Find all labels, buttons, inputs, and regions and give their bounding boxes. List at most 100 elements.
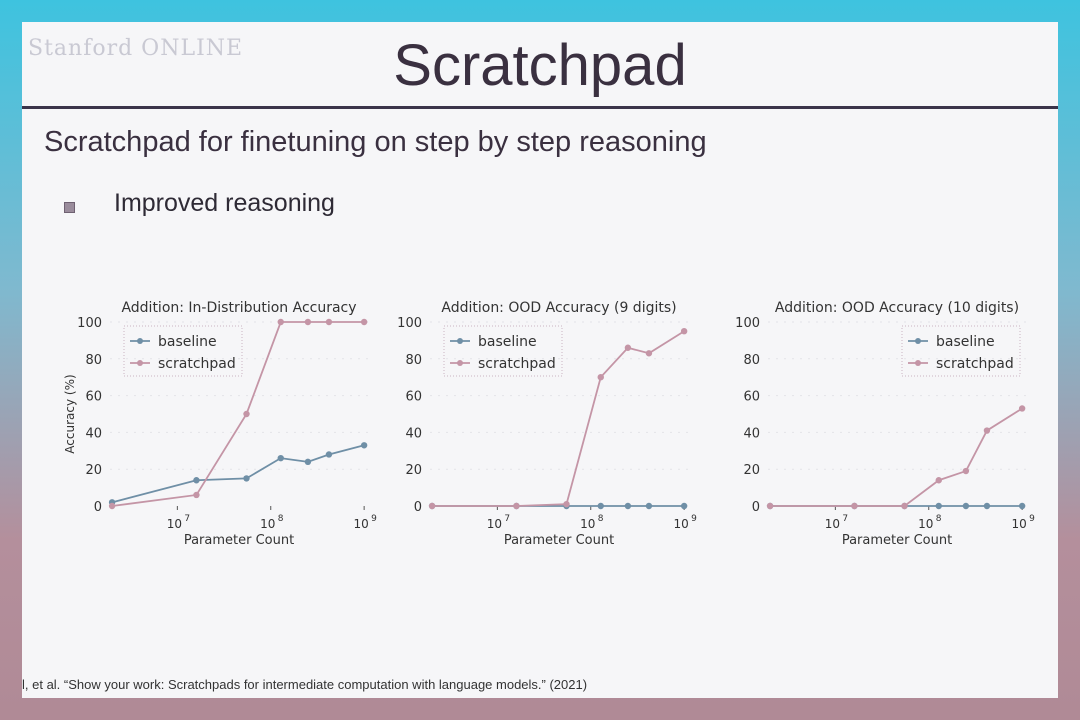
- legend-label-scratchpad: scratchpad: [478, 356, 556, 372]
- y-tick-label: 60: [743, 390, 760, 405]
- chart-svg: Addition: OOD Accuracy (9 digits) 0 20 40 60…: [397, 300, 697, 548]
- data-point-baseline: [624, 502, 632, 510]
- legend-marker-scratchpad: [915, 360, 921, 366]
- data-point-scratchpad: [360, 318, 368, 326]
- legend-marker-baseline: [457, 338, 463, 344]
- chart-svg: Addition: OOD Accuracy (10 digits) 0 20 40 6…: [735, 300, 1035, 548]
- x-tick-label: 10: [260, 517, 275, 531]
- data-point-baseline: [1018, 502, 1026, 510]
- chart-title: Addition: In-Distribution Accuracy: [121, 300, 356, 316]
- y-tick-label: 0: [414, 500, 422, 515]
- data-point-scratchpad: [962, 467, 970, 475]
- x-tick-label: 10: [487, 517, 502, 531]
- logo-text: Stanford ONLINE: [28, 36, 244, 61]
- y-tick-label: 0: [752, 500, 760, 515]
- x-tick-exponent: 7: [184, 514, 190, 524]
- data-point-baseline: [193, 477, 200, 484]
- series-line-scratchpad: [770, 407, 1023, 507]
- x-tick-exponent: 9: [691, 514, 697, 524]
- data-point-scratchpad: [851, 502, 858, 510]
- y-tick-label: 100: [77, 316, 102, 331]
- y-tick-label: 80: [743, 353, 760, 368]
- x-tick-exponent: 9: [1029, 514, 1035, 524]
- legend-marker-scratchpad: [457, 360, 463, 366]
- y-tick-label: 20: [743, 463, 760, 478]
- slide-title: Scratchpad: [393, 33, 687, 98]
- legend-label-baseline: baseline: [936, 334, 995, 350]
- legend-marker-baseline: [915, 338, 921, 344]
- series-line-scratchpad: [432, 330, 685, 507]
- y-tick-label: 40: [85, 426, 102, 441]
- data-point-scratchpad: [304, 318, 312, 326]
- legend-label-baseline: baseline: [478, 334, 537, 350]
- x-tick-label: 10: [167, 517, 182, 531]
- data-point-baseline: [935, 502, 942, 510]
- citation-footnote: l, et al. “Show your work: Scratchpads f…: [22, 677, 588, 692]
- chart-ood-10-digits: Addition: OOD Accuracy (10 digits) 0 20 40 6…: [728, 274, 1038, 559]
- chart-in-distribution: Addition: In-Distribution Accuracy 0 20 40 6…: [63, 274, 380, 559]
- slide: Stanford ONLINE Scratchpad Scratchpad fo…: [22, 22, 1058, 698]
- chart-ood-9-digits: Addition: OOD Accuracy (9 digits) 0 20 40 60…: [390, 274, 700, 559]
- y-tick-label: 80: [405, 353, 422, 368]
- x-tick-exponent: 8: [278, 514, 284, 524]
- data-point-scratchpad: [563, 500, 570, 508]
- bullet-square-icon: [64, 202, 75, 213]
- y-tick-label: 60: [85, 390, 102, 405]
- x-tick-label: 10: [353, 517, 368, 531]
- y-tick-label: 0: [94, 500, 102, 515]
- data-point-scratchpad: [1018, 405, 1026, 412]
- x-tick-label: 10: [673, 517, 688, 531]
- data-point-scratchpad: [597, 374, 604, 381]
- chart-svg: Addition: In-Distribution Accuracy 0 20 40 6…: [63, 300, 377, 548]
- x-tick-label: 10: [918, 517, 933, 531]
- chart-title: Addition: OOD Accuracy (10 digits): [775, 300, 1019, 316]
- x-axis-label: Parameter Count: [184, 533, 294, 548]
- data-point-scratchpad: [243, 410, 250, 418]
- legend-label-baseline: baseline: [158, 334, 217, 350]
- y-tick-label: 100: [397, 316, 422, 331]
- x-tick-label: 10: [825, 517, 840, 531]
- data-point-scratchpad: [983, 427, 991, 434]
- bullet-item: Improved reasoning: [114, 189, 335, 217]
- y-tick-label: 100: [735, 316, 760, 331]
- legend-marker-scratchpad: [137, 360, 143, 366]
- x-axis-label: Parameter Count: [504, 533, 614, 548]
- y-tick-label: 20: [405, 463, 422, 478]
- data-point-baseline: [304, 458, 312, 466]
- data-point-scratchpad: [935, 477, 942, 484]
- y-tick-label: 20: [85, 463, 102, 478]
- chart-title: Addition: OOD Accuracy (9 digits): [441, 300, 676, 316]
- data-point-baseline: [243, 475, 250, 482]
- x-tick-label: 10: [580, 517, 595, 531]
- data-point-baseline: [277, 454, 284, 462]
- legend-label-scratchpad: scratchpad: [936, 356, 1014, 372]
- data-point-scratchpad: [645, 350, 653, 357]
- data-point-scratchpad: [428, 502, 436, 510]
- data-point-scratchpad: [766, 502, 774, 510]
- y-tick-label: 40: [405, 426, 422, 441]
- data-point-scratchpad: [325, 318, 333, 326]
- x-tick-exponent: 7: [504, 514, 510, 524]
- data-point-baseline: [360, 442, 368, 449]
- x-tick-exponent: 8: [936, 514, 942, 524]
- x-axis-label: Parameter Count: [842, 533, 952, 548]
- data-point-baseline: [325, 451, 333, 458]
- data-point-baseline: [983, 502, 991, 510]
- data-point-scratchpad: [624, 344, 632, 351]
- legend-marker-baseline: [137, 338, 143, 344]
- x-tick-exponent: 9: [371, 514, 377, 524]
- x-tick-label: 10: [1011, 517, 1026, 531]
- data-point-scratchpad: [108, 502, 116, 510]
- y-tick-label: 60: [405, 390, 422, 405]
- x-tick-exponent: 8: [598, 514, 604, 524]
- y-tick-label: 40: [743, 426, 760, 441]
- x-tick-exponent: 7: [842, 514, 848, 524]
- data-point-scratchpad: [901, 502, 908, 510]
- data-point-scratchpad: [680, 328, 688, 335]
- legend-label-scratchpad: scratchpad: [158, 356, 236, 372]
- slide-subtitle: Scratchpad for finetuning on step by ste…: [44, 126, 707, 158]
- data-point-scratchpad: [193, 491, 200, 499]
- data-point-scratchpad: [277, 318, 284, 326]
- data-point-baseline: [645, 502, 653, 510]
- y-axis-label: Accuracy (%): [63, 374, 77, 453]
